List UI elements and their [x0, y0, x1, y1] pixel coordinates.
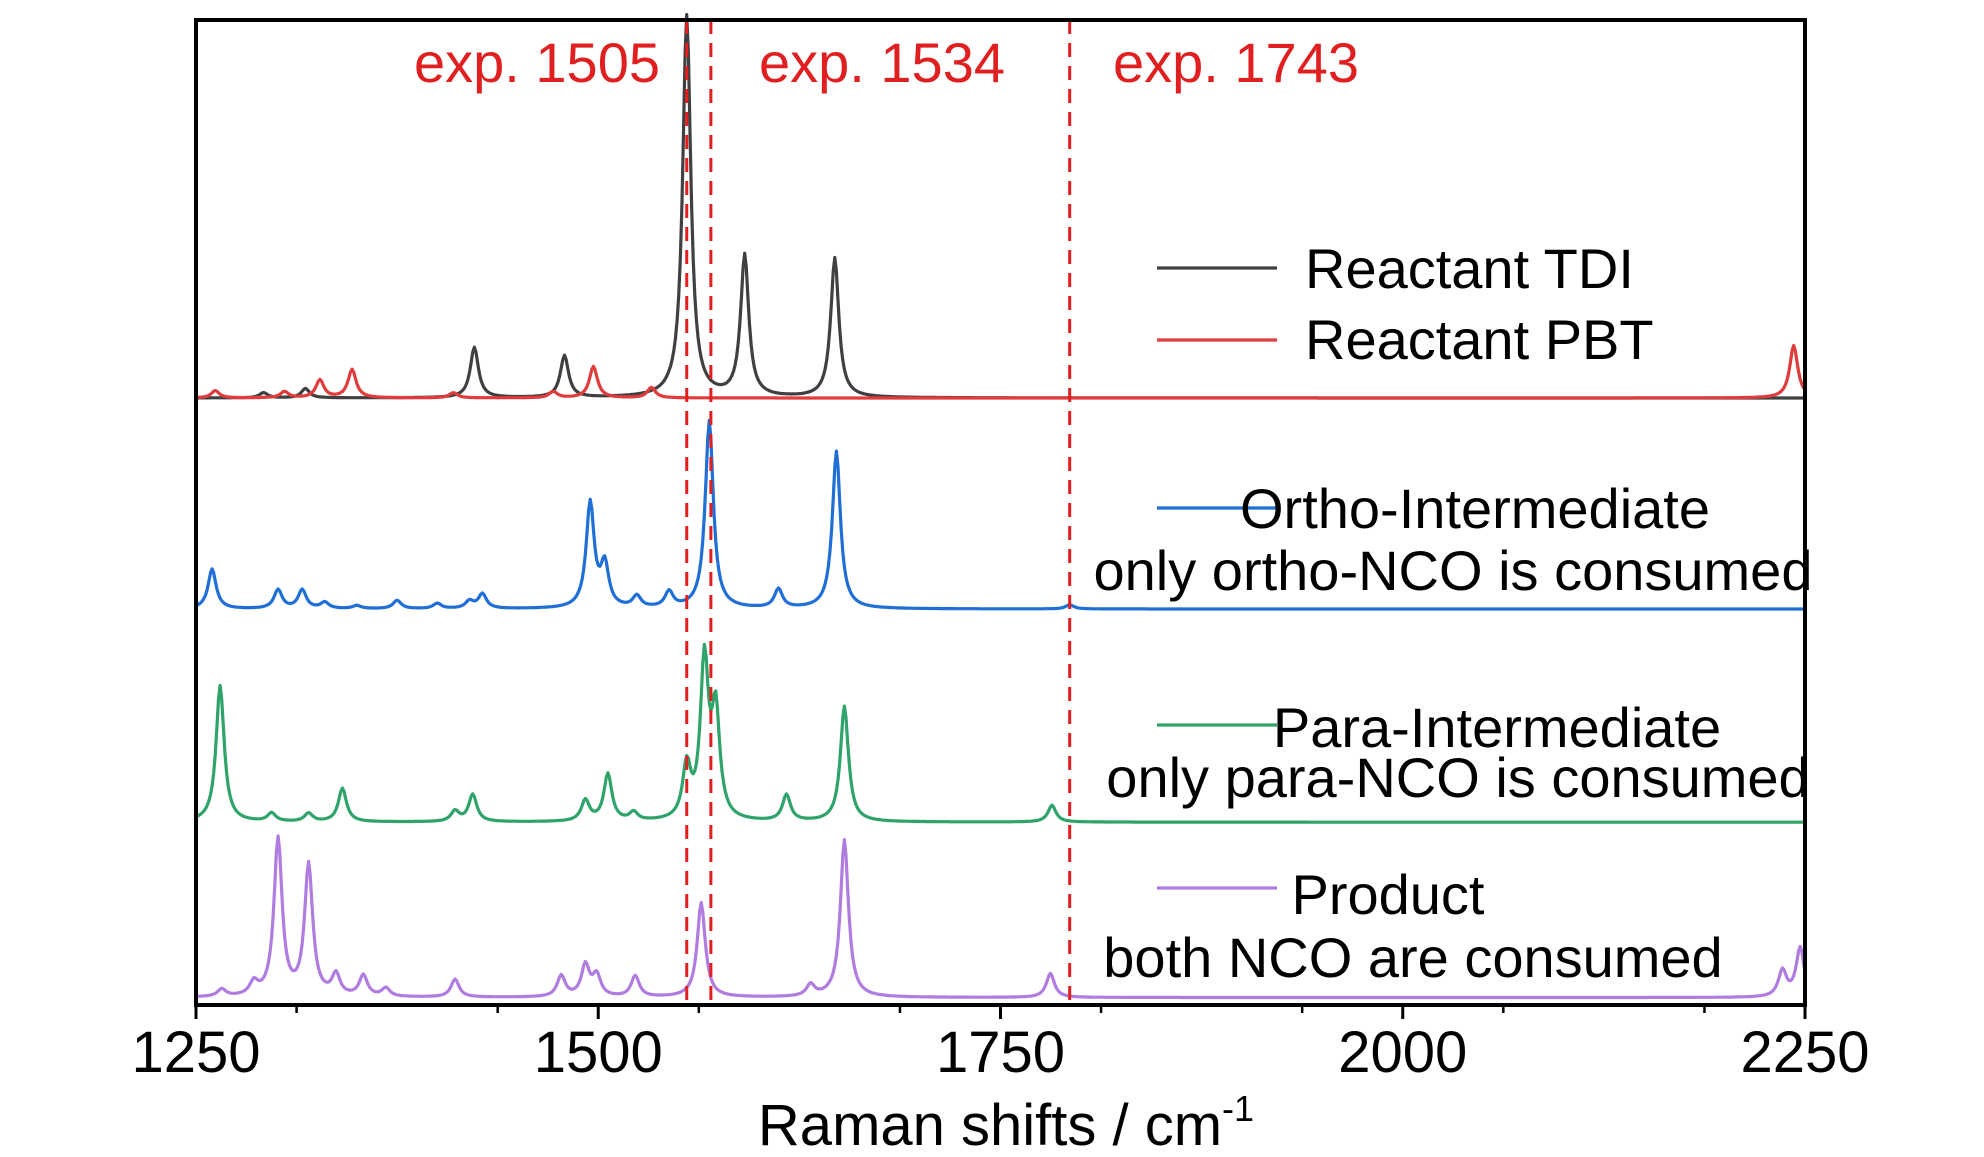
x-tick-label-1750: 1750 [936, 1020, 1065, 1085]
reference-annotations: exp. 1505 exp. 1534 exp. 1743 [414, 31, 1359, 94]
x-axis-title: Raman shifts / cm-1 [758, 1088, 1254, 1157]
legend-label-ortho: Ortho-Intermediate [1240, 477, 1710, 540]
plot-area: 1250 1500 1750 2000 2250 [131, 13, 1870, 1085]
reference-label-2: exp. 1534 [759, 31, 1005, 94]
legend-label-para: Para-Intermediate [1273, 696, 1721, 759]
legend-sublabel-product: both NCO are consumed [1103, 926, 1722, 989]
legend-label-pbt: Reactant PBT [1305, 308, 1654, 371]
series-line-para [195, 642, 1805, 824]
legend-label-product: Product [1292, 863, 1485, 926]
x-tick-label-2250: 2250 [1740, 1020, 1869, 1085]
x-axis-title-superscript: -1 [1222, 1088, 1254, 1129]
x-axis-title-text: Raman shifts / cm [758, 1093, 1222, 1157]
x-tick-label-1250: 1250 [131, 1020, 260, 1085]
x-axis-ticks: 1250 1500 1750 2000 2250 [131, 1005, 1870, 1085]
x-tick-label-1500: 1500 [534, 1020, 663, 1085]
legend: Reactant TDI Reactant PBT Ortho-Intermedia… [1094, 237, 1813, 989]
series-line-ortho [195, 418, 1805, 611]
legend-label-tdi: Reactant TDI [1305, 237, 1634, 300]
legend-sublabel-para: only para-NCO is consumed [1106, 746, 1809, 809]
series-line-product [196, 834, 1807, 1000]
legend-sublabel-ortho: only ortho-NCO is consumed [1094, 539, 1813, 602]
series-layer [195, 13, 1807, 1000]
series-line-pbt [195, 343, 1807, 400]
reference-lines [685, 20, 1072, 1005]
reference-label-3: exp. 1743 [1113, 31, 1359, 94]
reference-label-1: exp. 1505 [414, 31, 660, 94]
x-tick-label-2000: 2000 [1338, 1020, 1467, 1085]
